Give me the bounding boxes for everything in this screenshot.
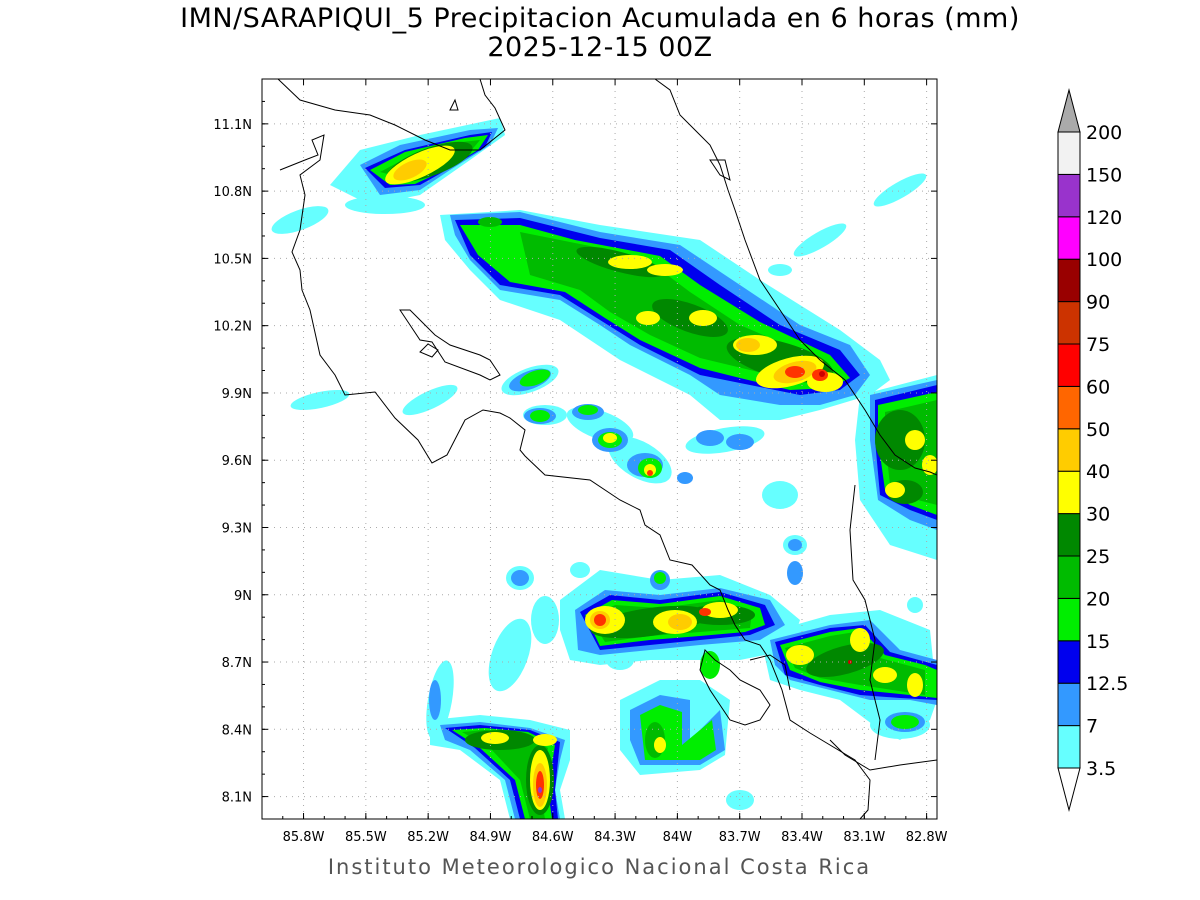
lat-tick-label: 10.5N — [213, 252, 252, 267]
colorbar-swatch — [1057, 725, 1081, 769]
lat-tick-label: 9N — [234, 589, 252, 604]
colorbar-label: 15 — [1086, 631, 1110, 653]
colorbar-label: 30 — [1086, 504, 1110, 526]
credit-label: Instituto Meteorologico Nacional Costa R… — [327, 855, 872, 879]
colorbar-swatch — [1057, 640, 1081, 684]
lat-tick-label: 11.1N — [213, 118, 252, 133]
colorbar-label: 3.5 — [1086, 758, 1116, 780]
lat-tick-label: 9.6N — [222, 454, 252, 469]
colorbar-label: 50 — [1086, 419, 1110, 441]
colorbar-label: 150 — [1086, 164, 1122, 186]
coastline — [277, 79, 937, 819]
lon-tick-label: 84W — [663, 830, 693, 845]
colorbar: 3.5 7 12.5 15 20 25 30 40 50 60 75 90 100 120 150 200 — [1057, 88, 1128, 812]
colorbar-label: 200 — [1086, 122, 1122, 144]
lon-tick-label: 85.2W — [407, 830, 449, 845]
colorbar-swatch — [1057, 173, 1081, 218]
colorbar-label: 20 — [1086, 588, 1110, 610]
colorbar-under-triangle — [1057, 767, 1081, 812]
colorbar-label: 100 — [1086, 249, 1122, 271]
lon-tick-label: 84.3W — [594, 830, 636, 845]
lat-tick-label: 8.4N — [222, 723, 252, 738]
lon-tick-label: 83.1W — [843, 830, 885, 845]
colorbar-swatch — [1057, 470, 1081, 515]
colorbar-label: 12.5 — [1086, 673, 1128, 695]
colorbar-label: 75 — [1086, 334, 1110, 356]
lon-tick-label: 84.9W — [470, 830, 512, 845]
lat-tick-label: 10.2N — [213, 320, 252, 335]
map-title: IMN/SARAPIQUI_5 Precipitacion Acumulada … — [180, 3, 1020, 34]
lat-tick-label: 9.3N — [222, 521, 252, 536]
map-subtitle: 2025-12-15 00Z — [487, 32, 713, 63]
colorbar-swatch — [1057, 597, 1081, 642]
lat-tick-label: 10.8N — [213, 185, 252, 200]
colorbar-label: 7 — [1086, 716, 1098, 738]
colorbar-swatch — [1057, 513, 1081, 557]
lon-tick-label: 85.8W — [283, 830, 325, 845]
colorbar-over-triangle — [1057, 88, 1081, 133]
colorbar-swatch — [1057, 216, 1081, 260]
colorbar-swatch — [1057, 258, 1081, 303]
lon-tick-label: 83.7W — [719, 830, 761, 845]
lon-tick-label: 84.6W — [532, 830, 574, 845]
map-frame — [261, 78, 938, 820]
colorbar-label: 120 — [1086, 207, 1122, 229]
colorbar-swatch — [1057, 343, 1081, 387]
lat-axis: 11.1N 10.8N 10.5N 10.2N 9.9N 9.6N 9.3N 9N 8.7N 8.… — [213, 78, 937, 820]
colorbar-swatch — [1057, 301, 1081, 345]
lat-tick-label: 9.9N — [222, 387, 252, 402]
colorbar-label: 40 — [1086, 461, 1110, 483]
colorbar-swatch — [1057, 428, 1081, 472]
lon-axis: 85.8W 85.5W 85.2W 84.9W 84.6W 84.3W 84W 83.7W 83… — [261, 79, 948, 845]
lon-tick-label: 85.5W — [345, 830, 387, 845]
precipitation-field — [271, 118, 937, 819]
lat-tick-label: 8.1N — [222, 791, 252, 806]
colorbar-swatch — [1057, 555, 1081, 599]
colorbar-swatch — [1057, 131, 1081, 175]
lon-tick-label: 83.4W — [781, 830, 823, 845]
lon-tick-label: 82.8W — [906, 830, 948, 845]
colorbar-swatch — [1057, 682, 1081, 727]
colorbar-label: 60 — [1086, 376, 1110, 398]
colorbar-label: 90 — [1086, 292, 1110, 314]
colorbar-swatch — [1057, 385, 1081, 430]
colorbar-label: 25 — [1086, 546, 1110, 568]
lat-tick-label: 8.7N — [222, 656, 252, 671]
